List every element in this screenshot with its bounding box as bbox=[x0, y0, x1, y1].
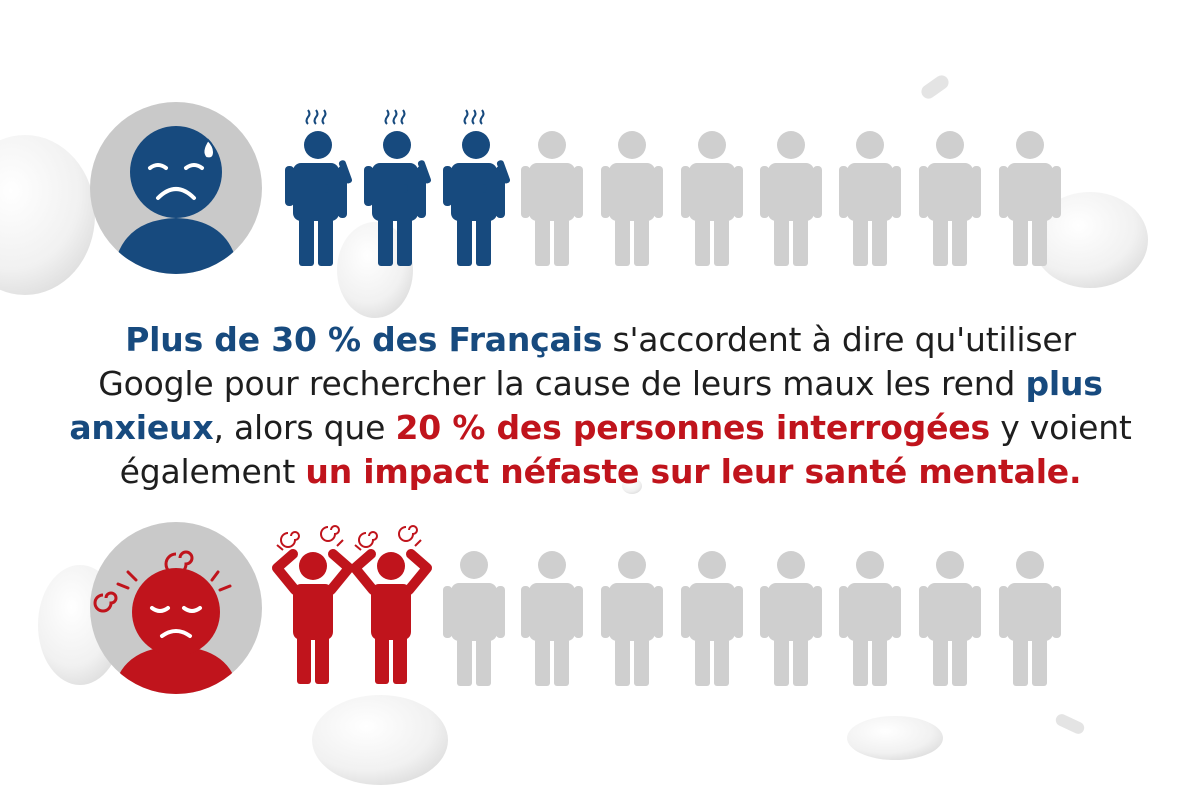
anxious-person-icon bbox=[443, 109, 511, 266]
highlight-20-percent: 20 % des personnes interrogées bbox=[395, 408, 991, 447]
person-icon bbox=[999, 551, 1061, 686]
message-text: y voient bbox=[989, 408, 1132, 447]
person-icon bbox=[999, 131, 1061, 266]
stressed-person-icon bbox=[350, 525, 432, 684]
person-icon bbox=[601, 551, 663, 686]
droplet bbox=[0, 135, 95, 295]
anxious-person-icon bbox=[364, 109, 432, 266]
person-icon bbox=[681, 551, 743, 686]
person-icon bbox=[919, 131, 981, 266]
stressed-person-icon bbox=[272, 525, 354, 684]
message-text: s'accordent à dire qu'utiliser bbox=[602, 320, 1076, 359]
person-icon bbox=[919, 551, 981, 686]
person-icon bbox=[521, 131, 583, 266]
person-icon bbox=[760, 131, 822, 266]
person-icon bbox=[521, 551, 583, 686]
person-icon bbox=[760, 551, 822, 686]
pill-shape bbox=[1055, 714, 1085, 734]
anxious-person-icon bbox=[285, 109, 353, 266]
droplet bbox=[622, 478, 642, 494]
highlight-30-percent: Plus de 30 % des Français bbox=[125, 320, 603, 359]
message-text: Google pour rechercher la cause de leurs… bbox=[98, 364, 1026, 403]
highlight-impact-nefaste: un impact néfaste sur leur santé mentale… bbox=[305, 452, 1082, 491]
people-pictogram-top bbox=[285, 109, 1061, 266]
dizzy-face-avatar-icon bbox=[90, 522, 262, 694]
mental-health-row bbox=[0, 510, 1201, 710]
highlight-plus-anxieux: plus anxieux bbox=[69, 364, 1103, 447]
person-icon bbox=[839, 131, 901, 266]
person-icon bbox=[681, 131, 743, 266]
droplet bbox=[312, 695, 448, 785]
message-text: , alors que bbox=[213, 408, 396, 447]
statistic-message: Plus de 30 % des Français s'accordent à … bbox=[60, 318, 1141, 494]
person-icon bbox=[443, 551, 505, 686]
pill-shape bbox=[921, 75, 949, 99]
person-icon bbox=[601, 131, 663, 266]
droplet bbox=[847, 716, 943, 760]
person-icon bbox=[839, 551, 901, 686]
anxiety-row bbox=[0, 90, 1201, 290]
people-pictogram-bottom bbox=[272, 525, 1061, 686]
message-text: également bbox=[119, 452, 306, 491]
droplet bbox=[1032, 192, 1148, 288]
worried-face-avatar-icon bbox=[90, 102, 262, 274]
droplet bbox=[337, 222, 413, 318]
